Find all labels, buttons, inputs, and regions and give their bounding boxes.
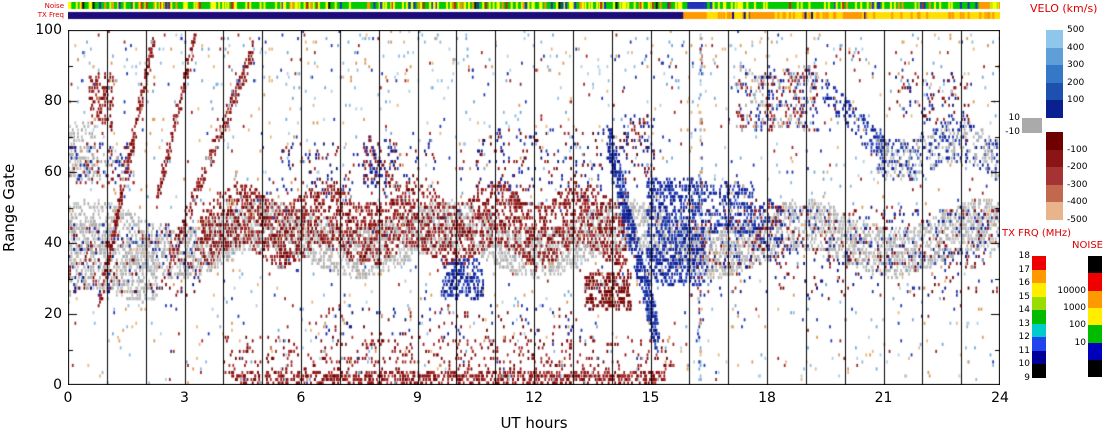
txfrq-scale-label: 18 (1018, 251, 1030, 261)
txfrq-scale-box (1032, 269, 1046, 283)
rti-plot (68, 30, 1000, 385)
txfrq-scale-label: 15 (1018, 291, 1030, 302)
x-tick-label: 6 (296, 390, 306, 406)
txfrq-scale-label: 13 (1018, 318, 1030, 329)
x-tick-label: 0 (63, 390, 73, 406)
velo-scale-segment (1046, 82, 1063, 101)
y-tick-label: 0 (53, 377, 62, 393)
noise-scale-label: 10 (1074, 337, 1086, 348)
txfrq-scale-label: 16 (1018, 278, 1030, 288)
velo-scale-segment (1046, 132, 1063, 150)
txfrq-scale-box (1032, 256, 1046, 270)
velo-scale-label: 10 (1008, 113, 1020, 123)
x-tick-label: 12 (525, 390, 543, 406)
x-tick-label: 9 (413, 390, 422, 406)
txfreq-strip-label: TX Freq (37, 11, 64, 19)
velo-scale-label: -200 (1067, 162, 1088, 173)
txfrq-scale-box (1032, 283, 1046, 297)
y-tick-label: 80 (44, 93, 62, 109)
velo-scale-segment (1046, 30, 1063, 48)
noise-txfreq-strips (68, 2, 1000, 20)
x-tick-label: 3 (180, 390, 189, 406)
velo-scale-title: VELO (km/s) (1030, 2, 1098, 15)
y-tick-label: 40 (44, 235, 62, 251)
noise-scale-label: 1000 (1063, 303, 1086, 314)
txfrq-scale-box (1032, 350, 1046, 364)
noise-scale-box (1088, 273, 1102, 291)
noise-scale-label: 10000 (1057, 285, 1086, 296)
txfrq-scale-box (1032, 310, 1046, 324)
txfrq-scale-box (1032, 296, 1046, 310)
noise-strip-label: Noise (44, 2, 64, 10)
noise-scale-label: 100 (1068, 320, 1086, 331)
velo-scale-segment (1046, 202, 1063, 220)
noise-scale-title: NOISE (1072, 240, 1103, 251)
y-tick-label: 20 (44, 306, 62, 322)
velo-scale-label: 500 (1067, 25, 1085, 35)
velo-scale-segment (1046, 100, 1063, 118)
x-tick-label: 15 (641, 390, 660, 406)
txfrq-scale-label: 10 (1018, 359, 1030, 369)
velo-scale-label: -400 (1067, 197, 1088, 208)
velo-scale-label: 400 (1067, 42, 1085, 53)
txfrq-scale-label: 12 (1018, 332, 1030, 342)
txfrq-scale-title: TX FRQ (MHz) (1002, 228, 1072, 239)
velo-scale-label: 300 (1067, 60, 1085, 71)
ground-scatter-box (1022, 117, 1042, 133)
txfrq-scale-label: 17 (1018, 264, 1030, 275)
noise-scale-box (1088, 325, 1102, 343)
noise-scale-box (1088, 342, 1102, 361)
velo-scale-segment (1046, 149, 1063, 168)
x-tick-label: 21 (874, 390, 893, 406)
x-tick-label: 24 (991, 390, 1009, 406)
velo-scale-label: 100 (1067, 95, 1085, 106)
txfrq-scale-label: 11 (1018, 345, 1030, 356)
velo-scale-label: -10 (1005, 127, 1020, 137)
velo-scale-segment (1046, 47, 1063, 66)
noise-scale-box (1088, 360, 1102, 378)
x-axis-title: UT hours (500, 414, 568, 432)
x-tick-label: 18 (758, 390, 776, 406)
velo-scale-label: -300 (1067, 179, 1088, 190)
velo-scale-label: -100 (1067, 144, 1088, 155)
velo-scale-segment (1046, 184, 1063, 203)
txfrq-scale-box (1032, 364, 1046, 378)
txfrq-scale-box (1032, 337, 1046, 351)
noise-scale-box (1088, 290, 1102, 309)
y-axis-title: Range Gate (0, 163, 18, 252)
txfrq-scale-label: 14 (1018, 305, 1030, 315)
noise-scale-box (1088, 256, 1102, 274)
noise-scale-box (1088, 308, 1102, 326)
velo-scale-label: -500 (1067, 215, 1088, 225)
velo-scale-segment (1046, 167, 1063, 185)
y-tick-label: 60 (44, 164, 62, 180)
txfrq-scale-box (1032, 323, 1046, 337)
velo-scale-label: 200 (1067, 77, 1085, 88)
y-tick-label: 100 (35, 22, 62, 38)
txfrq-scale-label: 9 (1024, 372, 1030, 383)
velo-scale-segment (1046, 65, 1063, 83)
